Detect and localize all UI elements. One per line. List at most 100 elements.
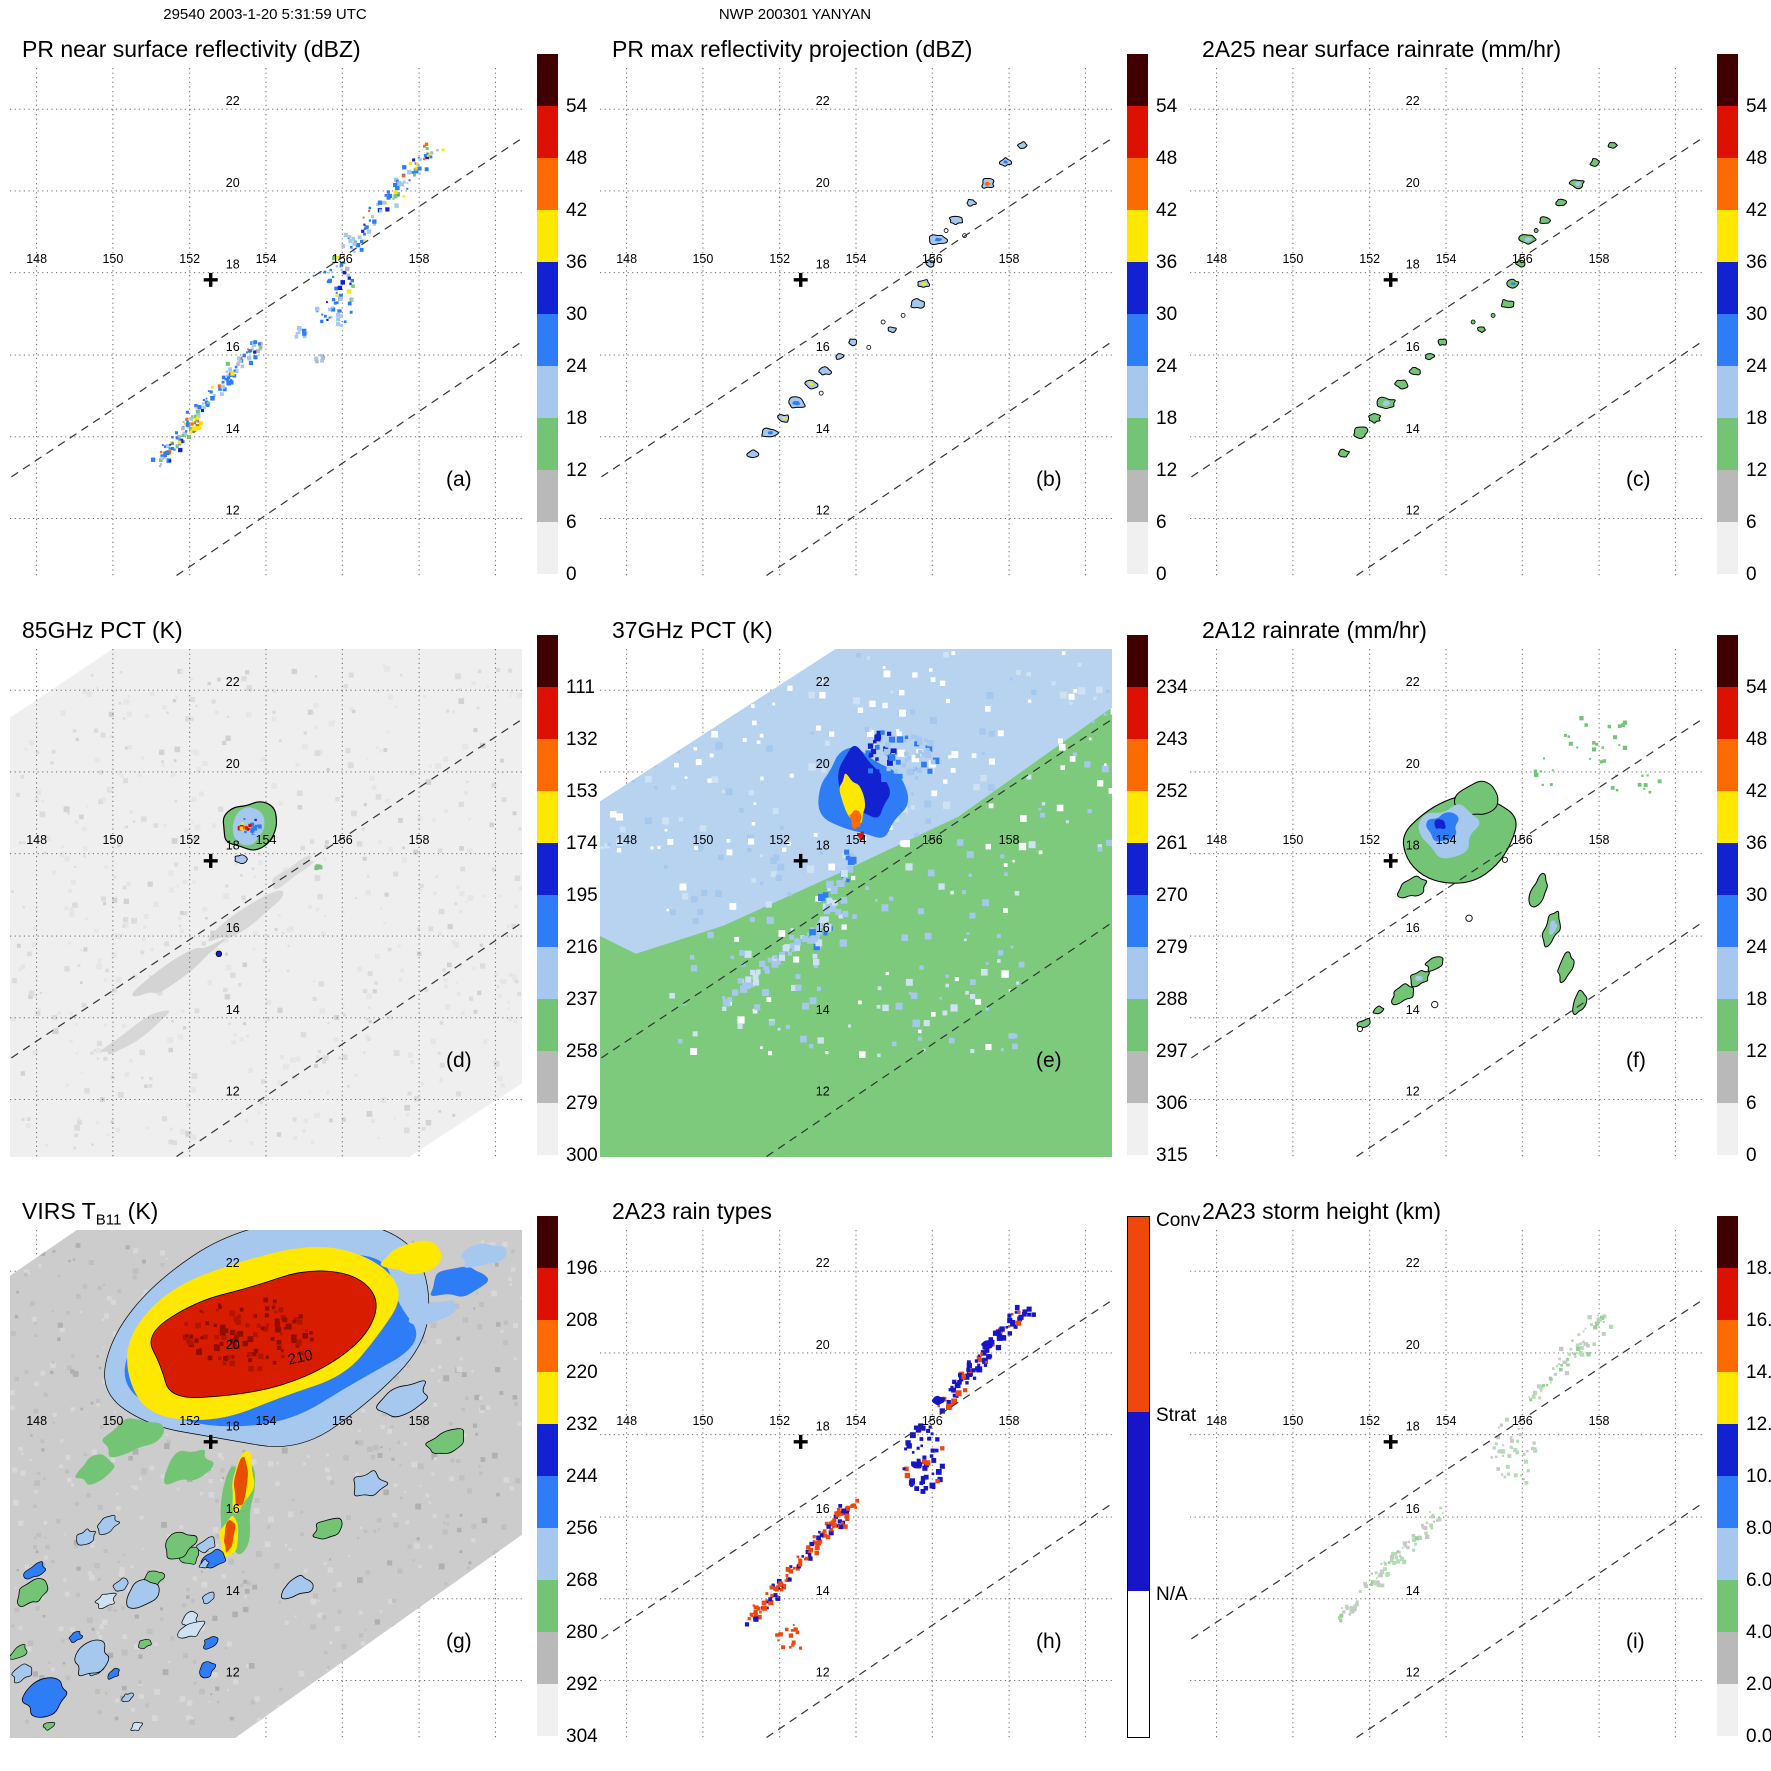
colorbar-segment bbox=[537, 1632, 558, 1684]
colorbar-tick: 252 bbox=[1156, 781, 1188, 802]
colorbar-segment bbox=[537, 895, 558, 947]
svg-text:16: 16 bbox=[816, 340, 830, 354]
swath-edge-lines bbox=[10, 137, 522, 576]
panel-title: 85GHz PCT (K) bbox=[22, 617, 183, 648]
colorbar-segment bbox=[1717, 1268, 1738, 1320]
panel-e: 37GHz PCT (K) 148 150 152 154 156 158 22 20 18 16… bbox=[590, 609, 1188, 1190]
panel-title-text: 85GHz PCT (K) bbox=[22, 617, 183, 643]
map-labels: 148 150 152 154 156 158 22 20 18 16 14 12 bbox=[26, 94, 429, 517]
svg-text:148: 148 bbox=[26, 252, 47, 266]
colorbar-tick: 54 bbox=[1156, 96, 1178, 117]
colorbar-segment bbox=[1717, 1103, 1738, 1155]
panel-title-text: VIRS T bbox=[22, 1198, 96, 1224]
colorbar-segment bbox=[537, 739, 558, 791]
data-layer bbox=[746, 141, 1028, 459]
panel-letter: (g) bbox=[446, 1630, 472, 1653]
colorbar-segment bbox=[1127, 843, 1148, 895]
panel-letter: (f) bbox=[1626, 1049, 1646, 1072]
svg-text:18: 18 bbox=[1406, 839, 1420, 853]
colorbar-segment bbox=[537, 1372, 558, 1424]
data-layer bbox=[1356, 716, 1662, 1033]
colorbar-segment bbox=[1717, 1320, 1738, 1372]
colorbar-a bbox=[537, 54, 558, 574]
colorbar-segment bbox=[1717, 739, 1738, 791]
colorbar-b bbox=[1127, 54, 1148, 574]
svg-text:20: 20 bbox=[1406, 176, 1420, 190]
colorbar-segment bbox=[1127, 522, 1148, 574]
colorbar-tick: 174 bbox=[566, 833, 598, 854]
panel-title-text: PR max reflectivity projection (dBZ) bbox=[612, 36, 973, 62]
colorbar-tick: 220 bbox=[566, 1362, 598, 1383]
colorbar-tick: 0 bbox=[1156, 564, 1167, 585]
colorbar-tick: 30 bbox=[1746, 304, 1768, 325]
panel-g: VIRS TB11 (K) 210 148 150 152 154 156 158 22 20 1… bbox=[0, 1190, 598, 1771]
svg-text:150: 150 bbox=[1282, 252, 1303, 266]
center-marker bbox=[203, 853, 218, 868]
colorbar-segment bbox=[1717, 366, 1738, 418]
colorbar-segment bbox=[537, 470, 558, 522]
colorbar-tick: 12 bbox=[1746, 460, 1768, 481]
colorbar-tick: 10.0 bbox=[1746, 1466, 1771, 1487]
colorbar-segment bbox=[1717, 1580, 1738, 1632]
colorbar-segment bbox=[1717, 158, 1738, 210]
svg-text:156: 156 bbox=[922, 1414, 943, 1428]
svg-text:156: 156 bbox=[332, 833, 353, 847]
svg-text:22: 22 bbox=[816, 675, 830, 689]
colorbar-segment bbox=[537, 1320, 558, 1372]
colorbar-g bbox=[537, 1216, 558, 1736]
svg-text:154: 154 bbox=[846, 252, 867, 266]
map-labels: 148 150 152 154 156 158 22 20 18 16 14 12 bbox=[26, 1256, 429, 1679]
svg-text:16: 16 bbox=[226, 921, 240, 935]
svg-text:156: 156 bbox=[1512, 252, 1533, 266]
colorbar-segment bbox=[1717, 1424, 1738, 1476]
center-marker bbox=[203, 1434, 218, 1449]
colorbar-segment bbox=[1717, 210, 1738, 262]
map-labels: 148 150 152 154 156 158 22 20 18 16 14 12 bbox=[26, 675, 429, 1098]
svg-text:152: 152 bbox=[1359, 1414, 1380, 1428]
colorbar-segment bbox=[1127, 470, 1148, 522]
colorbar-tick: 306 bbox=[1156, 1093, 1188, 1114]
panel-a: PR near surface reflectivity (dBZ) 148 15… bbox=[0, 28, 590, 609]
svg-text:14: 14 bbox=[226, 1003, 240, 1017]
colorbar-segment bbox=[1127, 262, 1148, 314]
colorbar-segment bbox=[1717, 687, 1738, 739]
svg-text:150: 150 bbox=[102, 833, 123, 847]
colorbar-segment bbox=[537, 54, 558, 106]
panel-title: PR max reflectivity projection (dBZ) bbox=[612, 36, 972, 67]
svg-text:148: 148 bbox=[1206, 833, 1227, 847]
svg-text:16: 16 bbox=[816, 1502, 830, 1516]
colorbar-tick: 256 bbox=[566, 1518, 598, 1539]
colorbar-segment bbox=[537, 418, 558, 470]
svg-text:148: 148 bbox=[1206, 1414, 1227, 1428]
svg-text:14: 14 bbox=[1406, 1003, 1420, 1017]
svg-text:150: 150 bbox=[692, 1414, 713, 1428]
colorbar-tick: 54 bbox=[566, 96, 588, 117]
colorbar-tick: 315 bbox=[1156, 1145, 1188, 1166]
colorbar-tick: 304 bbox=[566, 1726, 598, 1747]
colorbar-tick: 42 bbox=[566, 200, 588, 221]
svg-text:14: 14 bbox=[816, 1003, 830, 1017]
center-marker bbox=[1383, 853, 1398, 868]
swath-edge-lines bbox=[1190, 1299, 1702, 1738]
colorbar-tick: 12 bbox=[1746, 1041, 1768, 1062]
colorbar-tick: 132 bbox=[566, 729, 598, 750]
svg-text:16: 16 bbox=[1406, 340, 1420, 354]
svg-text:152: 152 bbox=[769, 252, 790, 266]
colorbar-tick: 0 bbox=[1746, 564, 1757, 585]
colorbar-tick: 0.0 bbox=[1746, 1726, 1771, 1747]
svg-text:156: 156 bbox=[332, 1414, 353, 1428]
svg-text:22: 22 bbox=[226, 675, 240, 689]
colorbar-tick: 48 bbox=[1746, 148, 1768, 169]
panel-letter: (d) bbox=[446, 1049, 472, 1072]
colorbar-segment bbox=[537, 210, 558, 262]
svg-text:22: 22 bbox=[816, 1256, 830, 1270]
colorbar-tick: 24 bbox=[1746, 937, 1768, 958]
svg-text:18: 18 bbox=[226, 839, 240, 853]
colorbar-tick: 18 bbox=[1156, 408, 1178, 429]
svg-text:22: 22 bbox=[226, 1256, 240, 1270]
colorbar-tick: 42 bbox=[1746, 781, 1768, 802]
colorbar-tick: 16.0 bbox=[1746, 1310, 1771, 1331]
swath-edge-lines bbox=[600, 137, 1112, 576]
svg-text:20: 20 bbox=[816, 176, 830, 190]
colorbar-tick: 36 bbox=[566, 252, 588, 273]
